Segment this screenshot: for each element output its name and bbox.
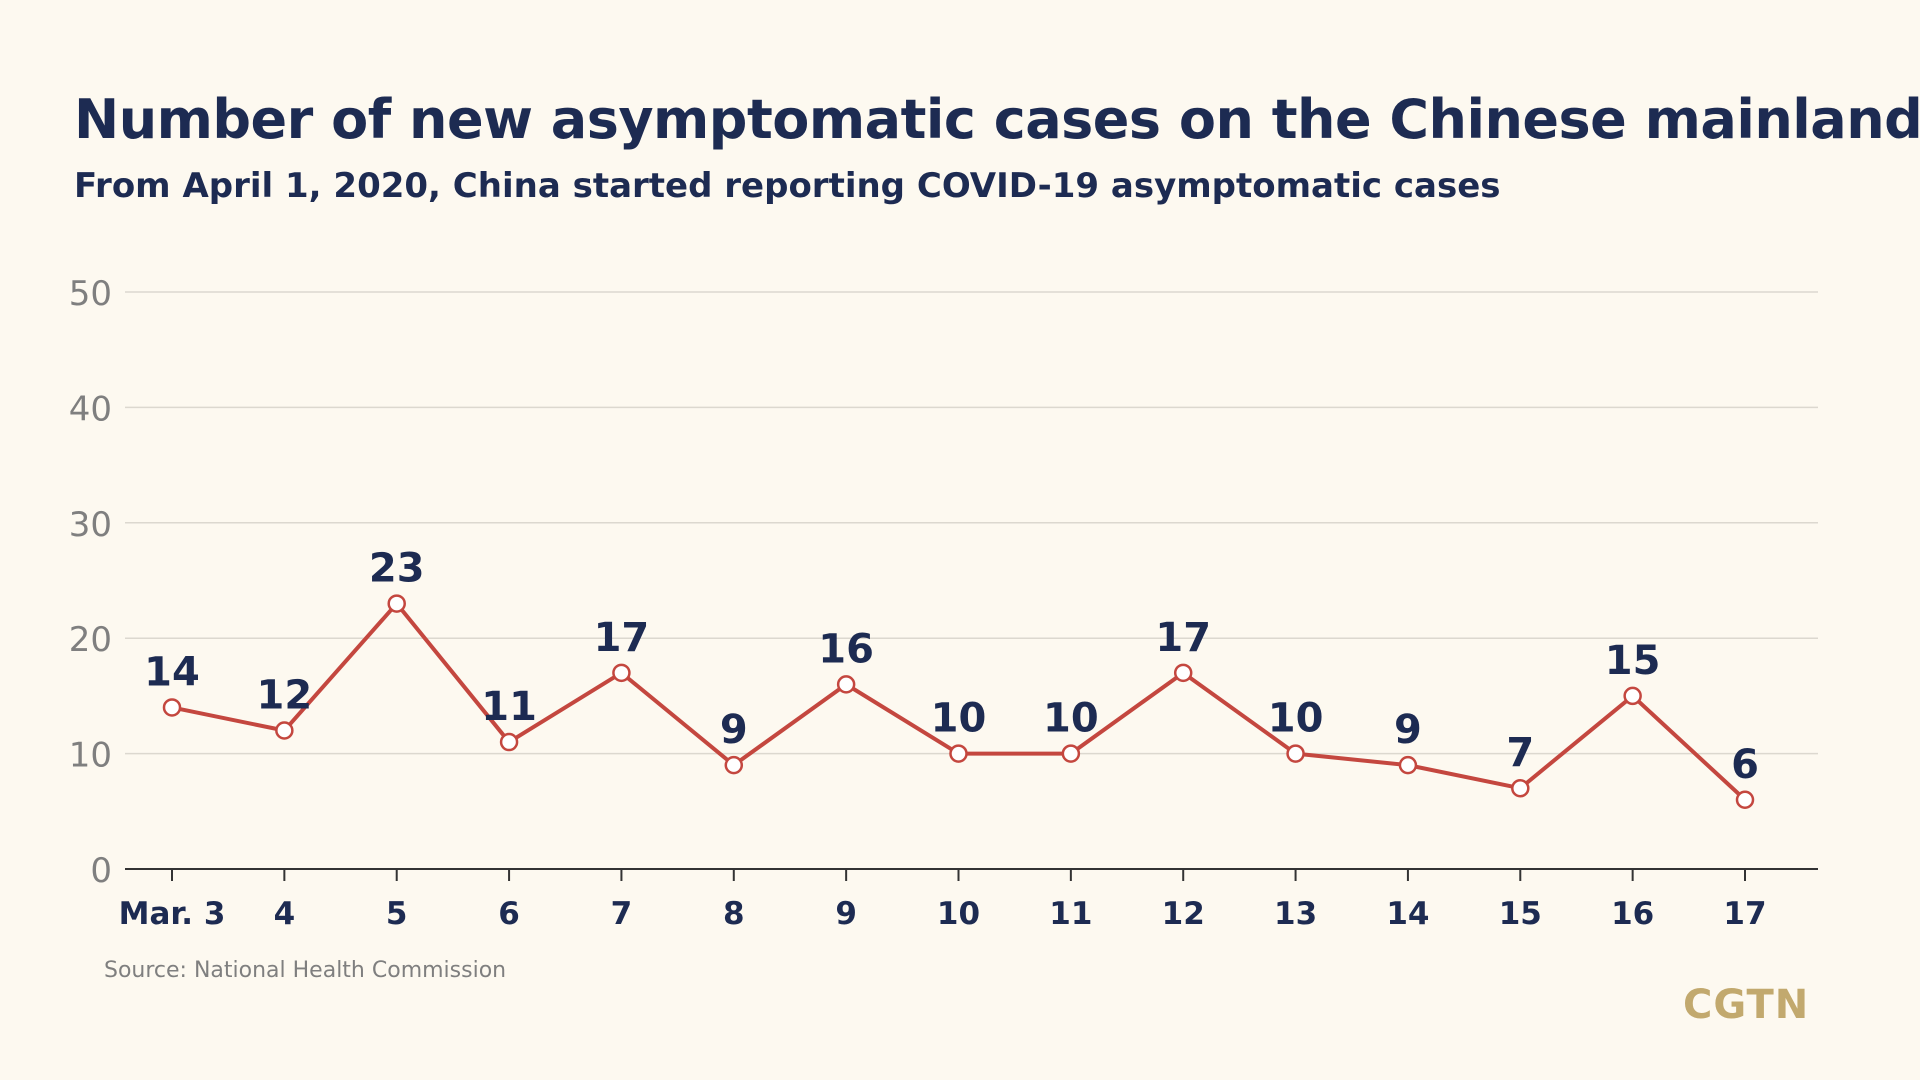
y-tick-label: 30: [69, 505, 112, 545]
data-label: 9: [720, 707, 748, 753]
x-tick-label: 5: [386, 896, 408, 932]
data-point: [1511, 778, 1530, 798]
data-label: 10: [1043, 696, 1099, 742]
data-point: [949, 744, 968, 763]
data-point: [1061, 744, 1081, 763]
y-axis: 0 10 20 30 40 50: [69, 274, 112, 891]
data-point: [1623, 686, 1642, 706]
data-point: [499, 732, 519, 752]
data-point: [275, 721, 294, 740]
data-point: [1286, 744, 1305, 763]
data-points: [162, 594, 1755, 810]
data-label: 9: [1394, 707, 1422, 753]
data-label: 15: [1605, 638, 1661, 684]
x-tick-label: 7: [611, 896, 633, 932]
data-label: 17: [594, 615, 650, 661]
y-tick-label: 10: [69, 736, 112, 776]
source-note: Source: National Health Commission: [104, 958, 507, 983]
data-point: [1173, 663, 1193, 683]
data-label: 10: [1268, 696, 1324, 742]
data-label: 10: [931, 696, 987, 742]
data-label: 11: [481, 684, 537, 730]
x-tick-label: 12: [1162, 896, 1205, 932]
x-tick-label: Mar. 3: [119, 896, 226, 932]
y-tick-label: 40: [69, 389, 112, 429]
chart-subtitle: From April 1, 2020, China started report…: [74, 166, 1501, 206]
x-tick-label: 15: [1499, 896, 1542, 932]
data-label: 23: [369, 546, 425, 592]
data-point: [836, 675, 856, 694]
x-tick-label: 6: [498, 896, 520, 932]
data-point: [1398, 755, 1418, 775]
data-point: [612, 663, 631, 683]
data-point: [724, 755, 744, 775]
x-tick-label: 16: [1611, 896, 1654, 932]
data-labels: 14 12 23 11 17 9 16 10 10 17 10 9 7 15 6: [144, 546, 1759, 788]
data-label: 14: [144, 649, 200, 695]
x-axis: Mar. 3 4 5 6 7 8 9 10 11 12 13 14 15 16 17: [119, 868, 1818, 932]
data-label: 12: [257, 673, 313, 719]
cgtn-logo: CGTN: [1683, 982, 1810, 1028]
x-tick-label: 10: [937, 896, 980, 932]
data-point: [387, 594, 406, 613]
x-tick-label: 14: [1386, 896, 1429, 932]
data-label: 7: [1506, 730, 1534, 776]
x-tick-label: 17: [1723, 896, 1766, 932]
grid-lines: [125, 291, 1818, 755]
x-tick-label: 13: [1274, 896, 1317, 932]
x-tick-label: 8: [723, 896, 745, 932]
x-tick-label: 9: [835, 896, 857, 932]
data-point: [1735, 790, 1755, 810]
x-tick-label: 4: [274, 896, 296, 932]
data-label: 16: [818, 626, 874, 672]
y-tick-label: 50: [69, 274, 112, 314]
data-label: 6: [1731, 742, 1759, 788]
x-tick-label: 11: [1049, 896, 1092, 932]
chart-title: Number of new asymptomatic cases on the …: [74, 88, 1920, 151]
data-label: 17: [1155, 615, 1211, 661]
y-tick-label: 0: [90, 851, 112, 891]
data-point: [162, 698, 182, 717]
y-tick-label: 20: [69, 620, 112, 660]
